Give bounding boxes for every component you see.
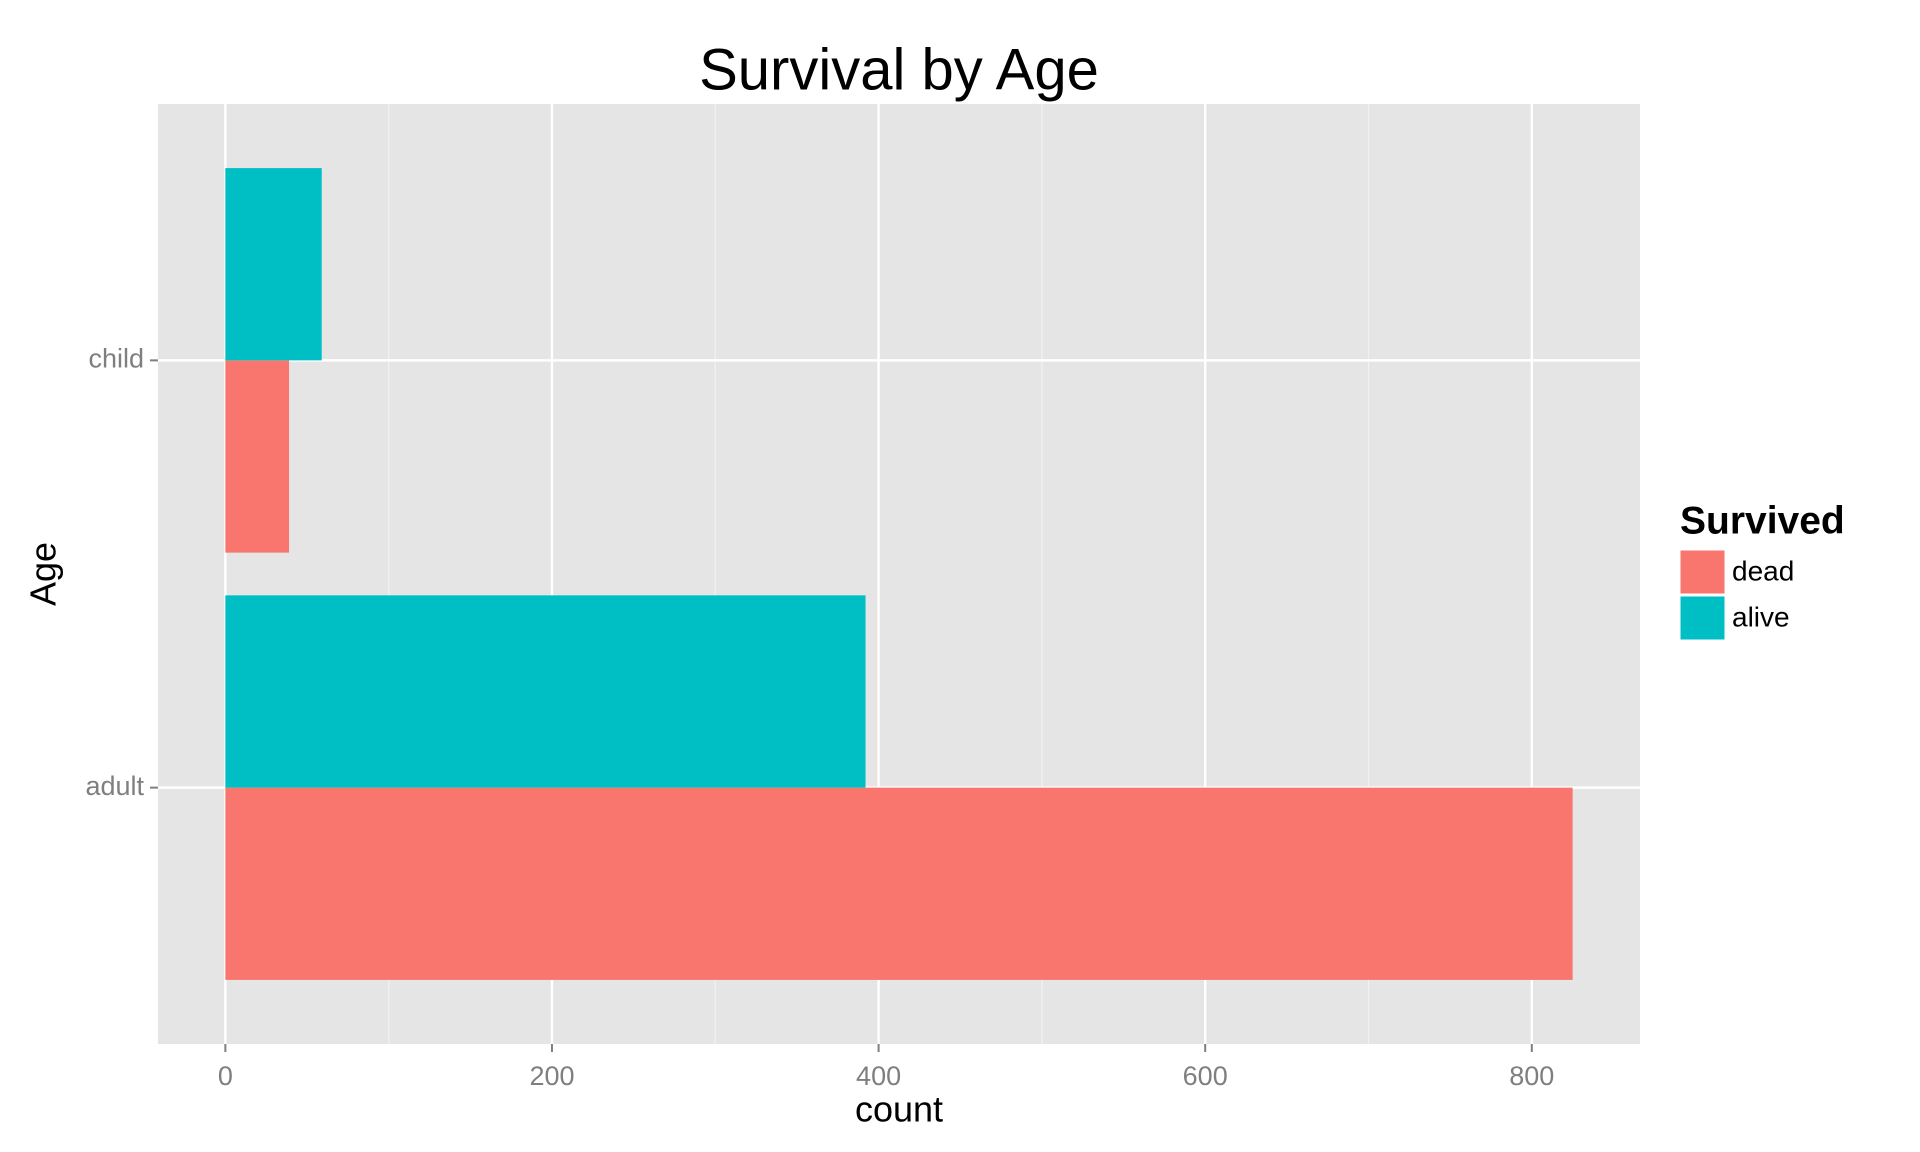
x-tick-label: 400	[856, 1061, 901, 1091]
x-axis-title: count	[855, 1089, 943, 1130]
x-tick-label: 800	[1509, 1061, 1554, 1091]
legend-key	[1679, 549, 1726, 595]
y-axis-title: Age	[23, 542, 64, 606]
bar	[225, 168, 322, 361]
bar	[225, 787, 1573, 980]
y-tick-label: child	[88, 343, 144, 373]
y-tick-label: adult	[85, 771, 144, 801]
x-tick-label: 200	[529, 1061, 574, 1091]
legend-label: alive	[1732, 601, 1790, 632]
x-tick-label: 0	[218, 1061, 233, 1091]
bar	[225, 595, 866, 788]
bar	[225, 360, 290, 553]
chart-title: Survival by Age	[699, 37, 1099, 102]
legend-key	[1679, 595, 1726, 641]
legend-title: Survived	[1680, 499, 1845, 542]
legend-label: dead	[1732, 555, 1794, 586]
x-tick-label: 600	[1183, 1061, 1228, 1091]
